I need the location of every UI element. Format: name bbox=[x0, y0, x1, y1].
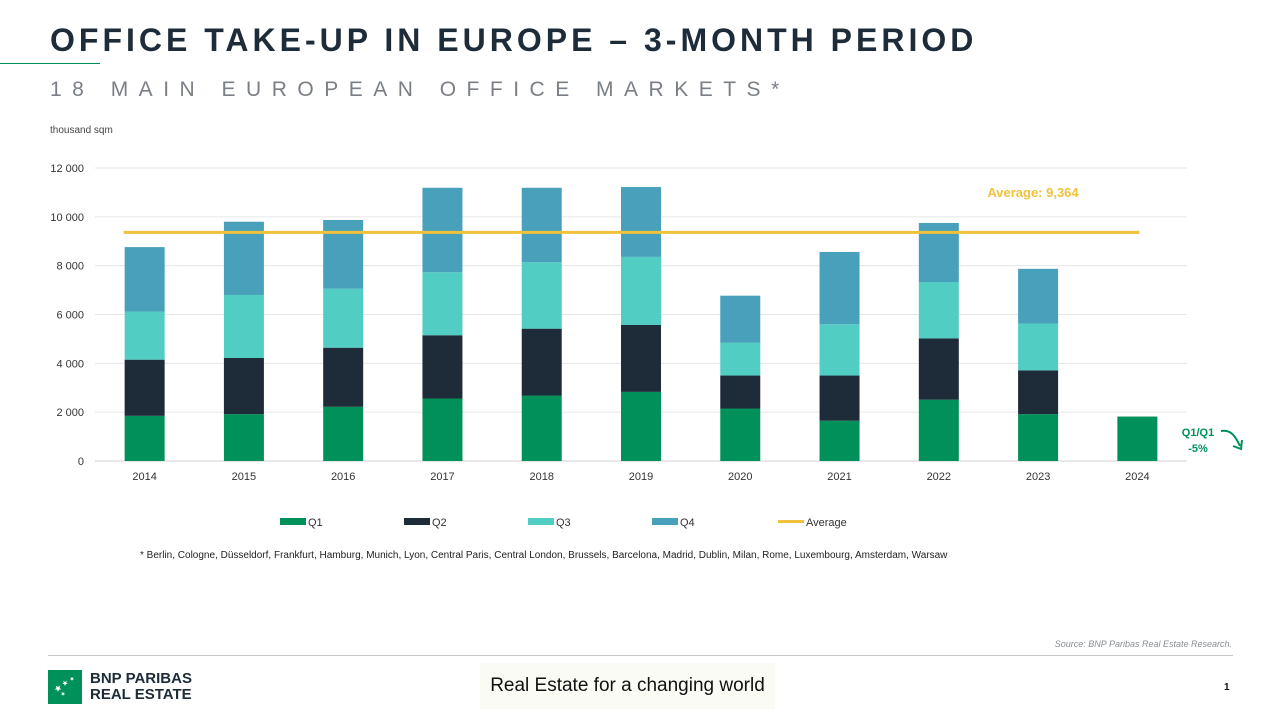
average-label: Average: 9,364 bbox=[987, 185, 1079, 200]
bar-q1-2019 bbox=[621, 391, 661, 461]
y-tick-label: 8 000 bbox=[56, 261, 84, 273]
y-tick-label: 12 000 bbox=[50, 163, 84, 175]
bar-q2-2014 bbox=[124, 359, 165, 416]
x-tick-label: 2015 bbox=[232, 471, 256, 483]
bar-q3-2016 bbox=[323, 288, 364, 348]
bar-q1-2016 bbox=[323, 406, 364, 461]
bar-q3-2018 bbox=[521, 262, 562, 329]
legend-label-q1: Q1 bbox=[308, 517, 323, 529]
bar-q4-2021 bbox=[819, 251, 860, 325]
bar-q2-2019 bbox=[621, 324, 661, 392]
x-tick-label: 2016 bbox=[331, 471, 355, 483]
logo-text: BNP PARIBAS REAL ESTATE bbox=[90, 671, 192, 703]
x-tick-label: 2021 bbox=[827, 471, 851, 483]
bnp-paribas-logo: BNP PARIBAS REAL ESTATE bbox=[48, 670, 192, 704]
x-tick-label: 2018 bbox=[529, 471, 553, 483]
legend-label-q3: Q3 bbox=[556, 517, 571, 529]
y-tick-label: 10 000 bbox=[50, 212, 84, 224]
annotation-label: Q1/Q1 bbox=[1182, 427, 1214, 439]
bar-q4-2018 bbox=[521, 187, 562, 263]
legend-swatch-q2 bbox=[404, 518, 430, 525]
legend-label-average: Average bbox=[806, 517, 847, 529]
y-tick-label: 2 000 bbox=[56, 407, 84, 419]
bottom-rule bbox=[48, 655, 1233, 656]
bar-q4-2023 bbox=[1018, 268, 1059, 324]
bar-q2-2016 bbox=[323, 347, 364, 407]
y-axis-unit-label: thousand sqm bbox=[50, 125, 113, 136]
bar-q1-2014 bbox=[124, 415, 165, 461]
bar-q2-2017 bbox=[422, 335, 463, 399]
y-tick-label: 4 000 bbox=[56, 358, 84, 370]
annotation-value: -5% bbox=[1188, 443, 1208, 455]
bar-q3-2017 bbox=[422, 272, 463, 336]
page-subtitle: 18 MAIN EUROPEAN OFFICE MARKETS* bbox=[50, 78, 790, 101]
bar-q1-2018 bbox=[521, 395, 562, 461]
bar-q4-2014 bbox=[124, 247, 165, 312]
bar-q2-2022 bbox=[918, 338, 959, 400]
x-tick-label: 2023 bbox=[1026, 471, 1050, 483]
office-take-up-chart: 0 2 000 4 000 6 000 8 000 10 000 12 000 2014 201… bbox=[50, 163, 1243, 529]
x-tick-label: 2019 bbox=[629, 471, 653, 483]
bar-q3-2014 bbox=[124, 311, 165, 360]
bar-q4-2020 bbox=[720, 295, 761, 343]
bar-q2-2018 bbox=[521, 328, 562, 396]
annotation-arrowhead-icon bbox=[1232, 439, 1243, 451]
legend-label-q2: Q2 bbox=[432, 517, 447, 529]
bar-q4-2015 bbox=[223, 221, 264, 295]
legend-label-q4: Q4 bbox=[680, 517, 695, 529]
y-tick-label: 6 000 bbox=[56, 310, 84, 322]
bar-q3-2022 bbox=[918, 282, 959, 339]
bar-q2-2023 bbox=[1018, 370, 1059, 415]
bar-q1-2021 bbox=[819, 420, 860, 461]
bar-q3-2020 bbox=[720, 342, 761, 376]
y-tick-label: 0 bbox=[78, 456, 84, 468]
annotation-arrow bbox=[1220, 429, 1241, 447]
page-number: 1 bbox=[1224, 682, 1230, 693]
bar-q3-2023 bbox=[1018, 323, 1059, 371]
bar-q2-2015 bbox=[223, 357, 264, 415]
bar-q4-2019 bbox=[621, 187, 661, 257]
legend-swatch-q1 bbox=[280, 518, 306, 525]
legend-swatch-q4 bbox=[652, 518, 678, 525]
legend-swatch-q3 bbox=[528, 518, 554, 525]
bar-q3-2015 bbox=[223, 294, 264, 358]
footnote: * Berlin, Cologne, Düsseldorf, Frankfurt… bbox=[140, 550, 948, 561]
title-rule bbox=[0, 63, 100, 64]
logo-line-2: REAL ESTATE bbox=[90, 686, 192, 703]
bar-q3-2021 bbox=[819, 324, 860, 376]
bar-q4-2016 bbox=[323, 220, 364, 289]
tagline-box: Real Estate for a changing world bbox=[480, 663, 775, 709]
tagline: Real Estate for a changing world bbox=[490, 675, 765, 696]
bar-q2-2020 bbox=[720, 375, 761, 409]
page-title: OFFICE TAKE-UP IN EUROPE – 3-MONTH PERIO… bbox=[50, 22, 978, 58]
logo-stars-icon bbox=[48, 670, 82, 704]
bar-q1-2020 bbox=[720, 408, 761, 461]
bar-q4-2017 bbox=[422, 187, 463, 273]
source-note: Source: BNP Paribas Real Estate Research… bbox=[1054, 639, 1232, 649]
x-tick-label: 2024 bbox=[1125, 471, 1149, 483]
bar-q1-2015 bbox=[223, 414, 264, 461]
bar-q1-2017 bbox=[422, 398, 463, 461]
logo-line-1: BNP PARIBAS bbox=[90, 670, 192, 687]
x-tick-label: 2022 bbox=[927, 471, 951, 483]
bar-q3-2019 bbox=[621, 256, 661, 325]
x-tick-label: 2014 bbox=[132, 471, 156, 483]
x-tick-label: 2017 bbox=[430, 471, 454, 483]
bar-q1-2023 bbox=[1018, 414, 1059, 461]
x-tick-label: 2020 bbox=[728, 471, 752, 483]
bar-q1-2022 bbox=[918, 399, 959, 461]
bar-q1-2024 bbox=[1117, 416, 1158, 461]
bar-q2-2021 bbox=[819, 375, 860, 421]
